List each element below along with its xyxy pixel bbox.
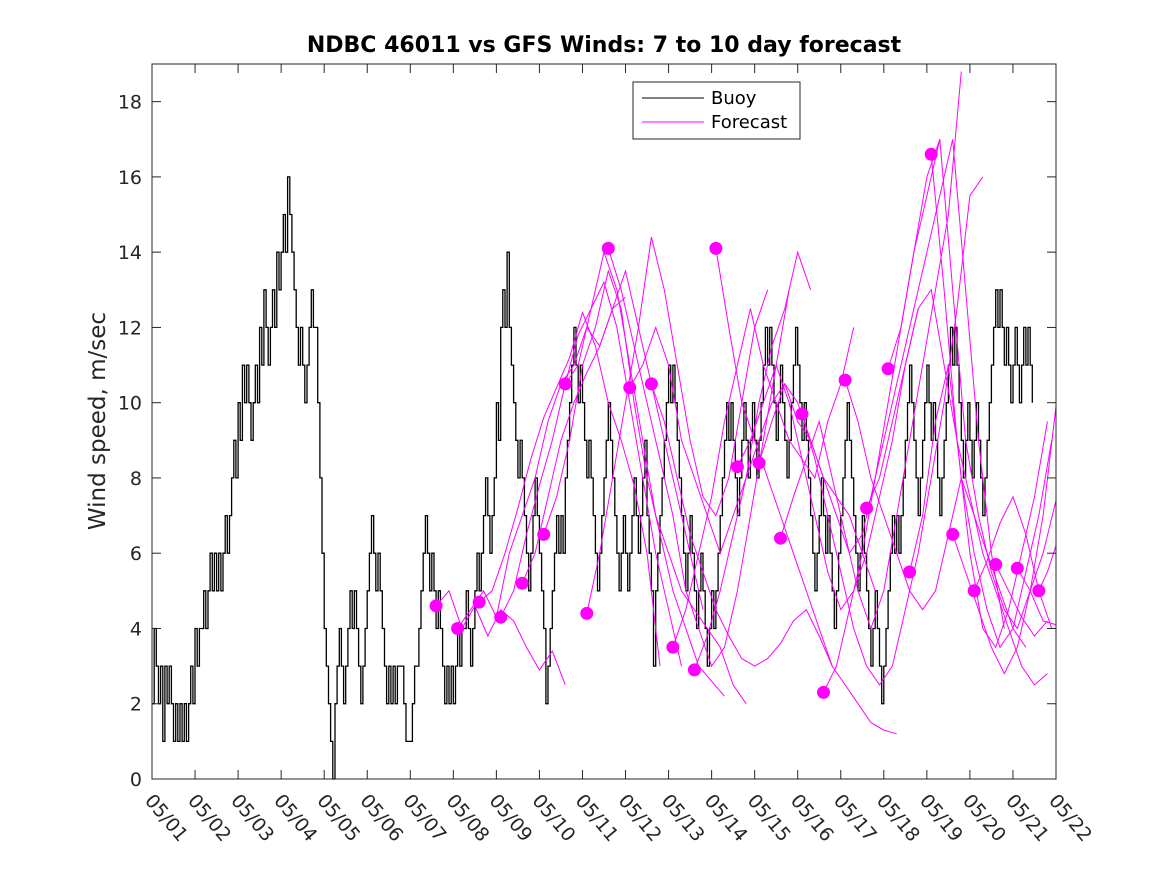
buoy-series-layer [152, 176, 1033, 780]
forecast-start-marker [730, 460, 744, 474]
forecast-start-marker [580, 606, 594, 620]
y-tick-label: 2 [130, 694, 142, 716]
forecast-start-marker [537, 527, 551, 541]
forecast-series-line [780, 71, 962, 631]
legend-label-forecast: Forecast [711, 112, 787, 133]
forecast-series-line [1038, 545, 1057, 592]
forecast-series-line [823, 139, 1005, 693]
legend-box [632, 81, 801, 140]
forecast-start-marker [924, 147, 938, 161]
forecast-series-line [650, 383, 833, 667]
forecast-series-line [521, 269, 704, 610]
forecast-start-marker [429, 599, 443, 613]
forecast-series-line [457, 296, 626, 629]
buoy-series-line [152, 176, 1033, 780]
forecast-start-marker [601, 241, 615, 255]
forecast-series-line [801, 176, 984, 686]
forecast-series-line [952, 406, 1057, 675]
y-tick-label: 18 [118, 92, 142, 114]
forecast-start-marker [817, 685, 830, 699]
forecast-series-line [435, 589, 566, 686]
y-tick-label: 10 [118, 393, 142, 415]
forecast-start-marker [451, 622, 465, 635]
forecast-start-marker [1010, 561, 1024, 575]
forecast-start-marker [989, 558, 1003, 571]
forecast-start-marker [515, 576, 529, 590]
chart-title: NDBC 46011 vs GFS Winds: 7 to 10 day for… [307, 33, 902, 58]
y-tick-label: 8 [130, 468, 142, 490]
forecast-start-marker [623, 381, 637, 395]
forecast-start-marker [903, 565, 917, 579]
forecast-start-marker [1032, 584, 1046, 598]
forecast-start-marker [752, 456, 766, 470]
forecast-start-marker [860, 501, 874, 515]
forecast-start-marker [967, 584, 981, 598]
forecast-series-line [478, 310, 661, 667]
forecast-start-marker [774, 531, 787, 545]
forecast-marker-layer [429, 147, 1046, 699]
forecast-series-line [930, 154, 1048, 649]
forecast-series-line [995, 564, 1048, 637]
forecast-start-marker [838, 373, 852, 387]
plot-area [152, 64, 1056, 779]
y-tick-label: 14 [118, 242, 142, 264]
forecast-start-marker [709, 241, 723, 255]
y-tick-label: 12 [118, 317, 142, 339]
forecast-series-line [1016, 568, 1057, 626]
forecast-series-line [736, 308, 919, 611]
forecast-series-layer [435, 71, 1057, 735]
forecast-start-marker [795, 407, 809, 421]
forecast-start-marker [494, 610, 508, 624]
forecast-series-line [715, 248, 897, 735]
forecast-series-line [564, 250, 747, 704]
forecast-series-line [586, 236, 769, 614]
forecast-start-marker [558, 377, 572, 391]
forecast-start-marker [687, 663, 701, 677]
forecast-start-marker [881, 362, 895, 376]
y-tick-label: 0 [130, 769, 142, 791]
forecast-start-marker [472, 595, 486, 609]
y-tick-label: 4 [130, 618, 142, 640]
plot-frame [151, 63, 1057, 780]
forecast-start-marker [946, 527, 960, 541]
y-axis-label: Wind speed, m/sec [85, 312, 111, 530]
forecast-series-line [543, 269, 725, 697]
forecast-start-marker [666, 640, 680, 654]
forecast-series-line [887, 139, 1057, 630]
forecast-series-line [844, 379, 1027, 648]
forecast-series-line [629, 250, 812, 555]
y-tick-label: 6 [130, 543, 142, 565]
forecast-start-marker [644, 377, 658, 391]
forecast-series-line [909, 364, 1053, 649]
legend-label-buoy: Buoy [711, 88, 757, 109]
legend: Buoy Forecast [632, 81, 801, 140]
y-axis-ticks: 0 2 4 6 8 10 12 14 16 18 [118, 92, 1056, 791]
y-tick-label: 16 [118, 167, 142, 189]
